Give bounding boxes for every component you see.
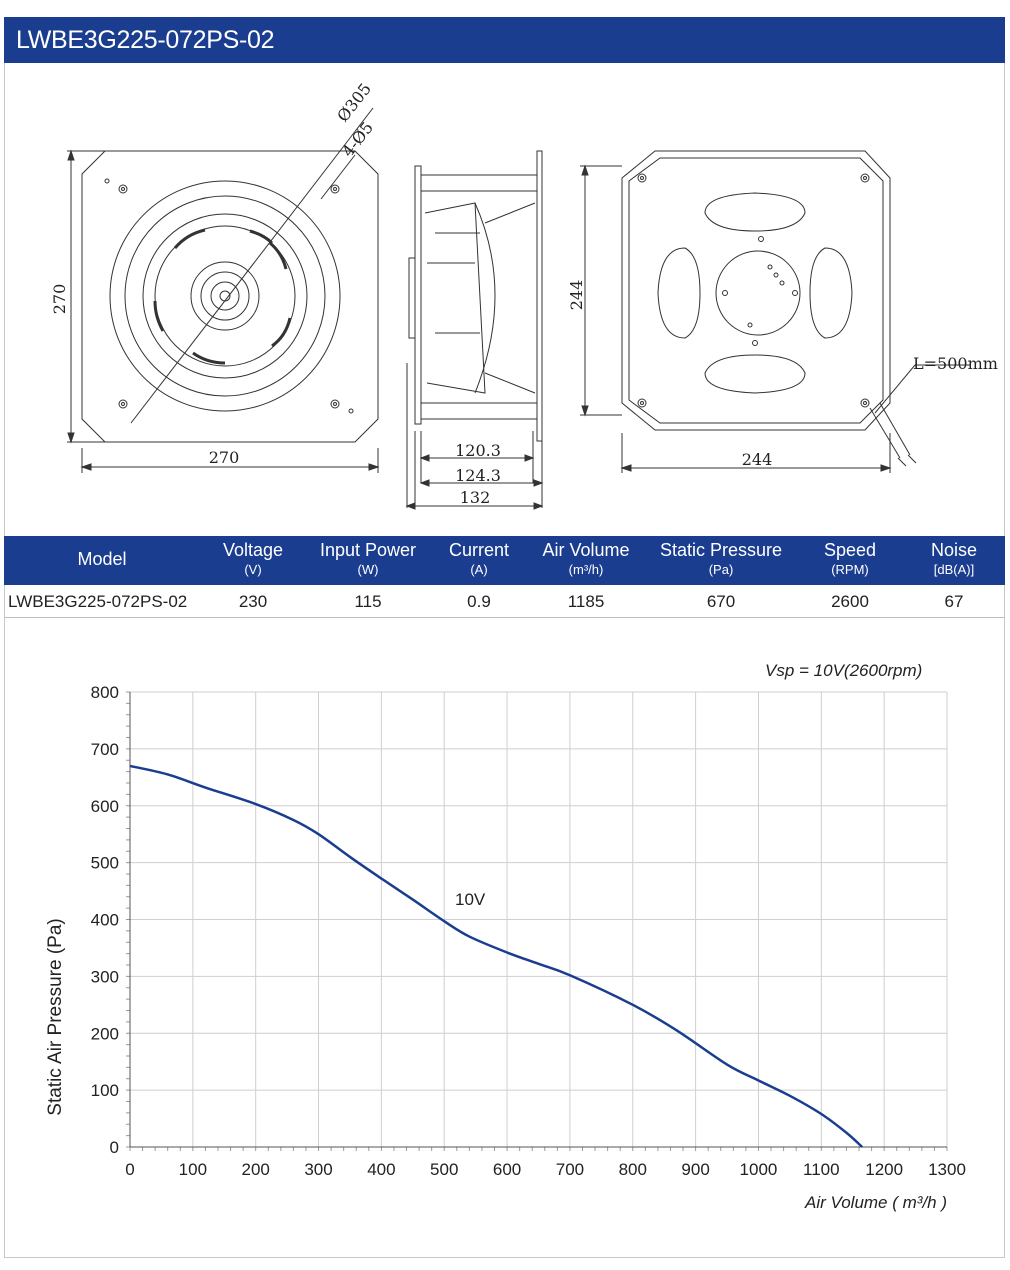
side-dim-3: 132 bbox=[460, 488, 491, 507]
rear-height-label: 244 bbox=[567, 280, 586, 311]
diameter-label: Ø305 bbox=[333, 79, 375, 125]
x-tick-label: 0 bbox=[125, 1160, 134, 1179]
header-unit: (RPM) bbox=[831, 562, 869, 577]
header-label: Voltage bbox=[222, 540, 284, 560]
y-tick-label: 300 bbox=[91, 967, 119, 986]
header-label: Model bbox=[77, 549, 127, 569]
header-unit: (A) bbox=[470, 562, 488, 577]
performance-chart: 0 100 200 300 400 500 600 700 800 900 1000 1100 1200… bbox=[5, 620, 1004, 1250]
speed-annotation: Vsp = 10V(2600rpm) bbox=[765, 661, 922, 680]
header-unit: (W) bbox=[357, 562, 379, 577]
x-tick-label: 600 bbox=[493, 1160, 521, 1179]
y-tick-label: 100 bbox=[91, 1081, 119, 1100]
x-tick-label: 200 bbox=[242, 1160, 270, 1179]
cell-noise: 67 bbox=[944, 592, 964, 611]
header-noise: Noise [dB(A)] bbox=[914, 536, 994, 585]
x-tick-label: 1000 bbox=[740, 1160, 778, 1179]
side-dim-1: 120.3 bbox=[455, 441, 501, 460]
header-current: Current (A) bbox=[439, 536, 519, 585]
y-tick-label: 0 bbox=[110, 1138, 119, 1157]
x-tick-label: 700 bbox=[556, 1160, 584, 1179]
cell-current: 0.9 bbox=[467, 592, 491, 611]
header-label: Current bbox=[448, 540, 510, 560]
x-tick-label: 100 bbox=[179, 1160, 207, 1179]
cell-voltage: 230 bbox=[238, 592, 268, 611]
side-dim-2: 124.3 bbox=[455, 466, 501, 485]
front-view bbox=[67, 107, 380, 473]
x-tick-label: 400 bbox=[367, 1160, 395, 1179]
x-tick-label: 1300 bbox=[928, 1160, 966, 1179]
header-label: Speed bbox=[823, 540, 877, 560]
x-tick-label: 900 bbox=[681, 1160, 709, 1179]
dimension-drawing: Ø305 4-Ø5 270 270 bbox=[5, 63, 1004, 535]
header-static-pressure: Static Pressure (Pa) bbox=[651, 536, 791, 585]
front-height-label: 270 bbox=[50, 284, 69, 315]
header-air-volume: Air Volume (m³/h) bbox=[531, 536, 641, 585]
y-axis-title: Static Air Pressure (Pa) bbox=[45, 918, 66, 1115]
y-tick-label: 400 bbox=[91, 911, 119, 930]
rear-width-label: 244 bbox=[742, 450, 773, 469]
x-axis-title: Air Volume ( m³/h ) bbox=[804, 1193, 947, 1212]
spec-table-row: LWBE3G225-072PS-02 230 115 0.9 1185 670 … bbox=[4, 585, 1005, 618]
front-width-label: 270 bbox=[209, 448, 240, 467]
header-unit: [dB(A)] bbox=[933, 562, 975, 577]
header-label: Air Volume bbox=[542, 540, 630, 560]
rear-view bbox=[580, 150, 970, 473]
x-tick-label: 800 bbox=[619, 1160, 647, 1179]
title-bar: LWBE3G225-072PS-02 bbox=[4, 17, 1005, 63]
x-tick-label: 300 bbox=[304, 1160, 332, 1179]
cell-static-pressure: 670 bbox=[706, 592, 736, 611]
holes-label: 4-Ø5 bbox=[338, 118, 377, 160]
x-tick-label: 1100 bbox=[803, 1160, 840, 1179]
header-unit: (m³/h) bbox=[568, 562, 604, 577]
y-tick-label: 500 bbox=[91, 854, 119, 873]
x-tick-label: 1200 bbox=[865, 1160, 903, 1179]
cell-model: LWBE3G225-072PS-02 bbox=[8, 592, 188, 611]
header-unit: (Pa) bbox=[708, 562, 734, 577]
header-label: Input Power bbox=[319, 540, 417, 560]
cell-speed: 2600 bbox=[831, 592, 869, 611]
series-label-10v: 10V bbox=[455, 890, 486, 909]
spec-table-header: Model Voltage (V) Input Power (W) Curren… bbox=[4, 536, 1005, 585]
side-view bbox=[405, 150, 544, 510]
y-tick-label: 800 bbox=[91, 683, 119, 702]
x-tick-label: 500 bbox=[430, 1160, 458, 1179]
y-tick-label: 700 bbox=[91, 740, 119, 759]
cable-length-label: L=500mm bbox=[913, 354, 998, 373]
page-title: LWBE3G225-072PS-02 bbox=[16, 26, 275, 54]
series-line-10v bbox=[129, 764, 864, 1148]
cell-air-volume: 1185 bbox=[567, 592, 605, 611]
header-speed: Speed (RPM) bbox=[810, 536, 890, 585]
header-model: Model bbox=[4, 536, 200, 585]
header-label: Static Pressure bbox=[659, 540, 783, 560]
header-input-power: Input Power (W) bbox=[313, 536, 423, 585]
cell-input-power: 115 bbox=[354, 592, 382, 611]
header-label: Noise bbox=[930, 540, 978, 560]
y-tick-label: 600 bbox=[91, 797, 119, 816]
y-tick-label: 200 bbox=[91, 1024, 119, 1043]
performance-chart-svg: 0 100 200 300 400 500 600 700 800 900 1000 1100 1200… bbox=[45, 661, 966, 1212]
header-unit: (V) bbox=[244, 562, 262, 577]
header-voltage: Voltage (V) bbox=[213, 536, 293, 585]
